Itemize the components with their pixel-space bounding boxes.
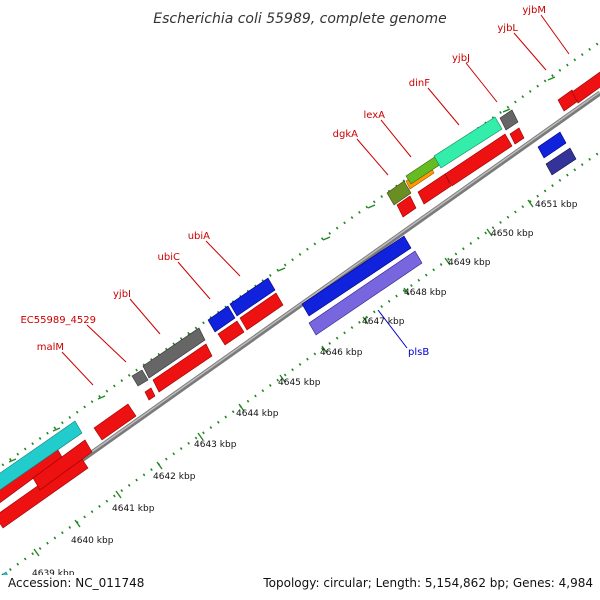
ruler-tick (486, 228, 493, 237)
gene-bar[interactable] (571, 71, 600, 104)
ruler-label-4646: 4646 kbp (320, 348, 363, 358)
gene-bar[interactable] (207, 305, 236, 333)
gene-bar[interactable] (417, 173, 452, 205)
ruler-tick (527, 199, 534, 208)
gene-bar[interactable] (142, 327, 206, 379)
ruler-tick (444, 257, 451, 266)
gene-label-yjbI[interactable]: yjbI (113, 289, 131, 300)
callout-line (129, 298, 161, 335)
ruler-label-4639: 4639 kbp (32, 569, 75, 579)
ruler-label-4651: 4651 kbp (535, 200, 578, 210)
ruler-tick (52, 427, 61, 432)
ruler-tick (547, 76, 556, 81)
gene-bar[interactable] (444, 133, 513, 187)
gene-callouts (61, 14, 570, 386)
ruler-tick (97, 395, 106, 400)
callout-line (377, 309, 408, 349)
ruler-label-group: 4639 kbp 4640 kbp 4641 kbp 4642 kbp 4643… (32, 200, 578, 579)
ruler-tick (115, 490, 122, 499)
outer-ruler-line (0, 41, 600, 469)
callout-line (356, 138, 389, 176)
gene-bar[interactable] (386, 180, 412, 206)
gene-label-ubiA[interactable]: ubiA (188, 231, 210, 242)
ruler-tick (156, 461, 163, 470)
gene-label-lexA[interactable]: lexA (363, 110, 385, 121)
gene-label-dgkA[interactable]: dgkA (333, 129, 358, 140)
gene-label-yjbL[interactable]: yjbL (497, 23, 518, 34)
ruler-label-4643: 4643 kbp (194, 440, 237, 450)
ruler-tick (197, 432, 204, 441)
ruler-tick (277, 267, 286, 272)
gene-bar[interactable] (0, 420, 83, 492)
ruler-tick (322, 236, 331, 241)
callout-line (205, 240, 241, 277)
callout-line (427, 87, 460, 126)
gene-bar[interactable] (499, 109, 519, 131)
gene-bar[interactable] (32, 439, 93, 491)
gene-bar[interactable] (144, 387, 156, 401)
ruler-tick (8, 458, 17, 463)
gene-bar[interactable] (308, 250, 423, 336)
gene-bar[interactable] (152, 343, 213, 393)
ruler-label-4644: 4644 kbp (236, 409, 279, 419)
callout-line (380, 119, 412, 158)
ruler-label-4642: 4642 kbp (153, 472, 196, 482)
gene-bar[interactable] (433, 116, 503, 169)
genome-summary-text: Topology: circular; Length: 5,154,862 bp… (262, 576, 593, 590)
gene-features (0, 71, 600, 588)
callout-line (540, 14, 570, 55)
map-body: malM EC55989_4529 yjbI ubiC ubiA dgkA le… (0, 5, 600, 588)
inner-ruler-line (0, 151, 600, 575)
gene-label-malM[interactable]: malM (37, 342, 64, 353)
ruler-tick (33, 548, 40, 557)
ruler-tick (321, 345, 328, 354)
inner-ruler-major-ticks (33, 199, 534, 557)
gene-label-yjbM[interactable]: yjbM (522, 5, 546, 16)
ruler-tick (238, 403, 245, 412)
gene-bar[interactable] (239, 292, 284, 331)
callout-line (177, 261, 211, 300)
gene-bar[interactable] (131, 369, 149, 387)
ruler-label-4647: 4647 kbp (362, 317, 405, 327)
gene-label-group: malM EC55989_4529 yjbI ubiC ubiA dgkA le… (20, 5, 546, 358)
gene-label-dinF[interactable]: dinF (409, 78, 430, 89)
map-title: Escherichia coli 55989, complete genome (153, 11, 446, 27)
gene-bar[interactable] (0, 571, 10, 588)
gene-bar[interactable] (509, 127, 525, 145)
gene-bar[interactable] (217, 320, 245, 346)
ruler-tick (74, 519, 81, 528)
ruler-label-4650: 4650 kbp (491, 229, 534, 239)
gene-bar[interactable] (537, 131, 567, 159)
ruler-label-4648: 4648 kbp (404, 288, 447, 298)
ruler-label-4640: 4640 kbp (71, 536, 114, 546)
callout-line (513, 32, 547, 71)
gene-bar[interactable] (93, 403, 137, 441)
accession-text: Accession: NC_011748 (8, 576, 144, 590)
gene-label-yjbJ[interactable]: yjbJ (452, 53, 470, 64)
ruler-tick (367, 204, 376, 209)
ruler-label-4649: 4649 kbp (448, 258, 491, 268)
gene-label-ubiC[interactable]: ubiC (158, 252, 180, 263)
ruler-tick (403, 287, 410, 296)
gene-label-plsB[interactable]: plsB (408, 347, 429, 358)
ruler-tick (279, 374, 286, 383)
ruler-label-4641: 4641 kbp (112, 504, 155, 514)
ruler-tick (502, 108, 511, 113)
gene-bar[interactable] (396, 195, 417, 218)
gene-bar[interactable] (229, 277, 276, 317)
ruler-tick (362, 316, 369, 325)
callout-line (86, 324, 127, 363)
ruler-label-4645: 4645 kbp (278, 378, 321, 388)
callout-line (465, 62, 498, 103)
gene-bar[interactable] (545, 147, 577, 176)
callout-line (61, 351, 94, 386)
gene-label-EC55989_4529[interactable]: EC55989_4529 (20, 315, 96, 326)
genome-backbone (0, 90, 600, 521)
gene-bar[interactable] (301, 235, 412, 317)
